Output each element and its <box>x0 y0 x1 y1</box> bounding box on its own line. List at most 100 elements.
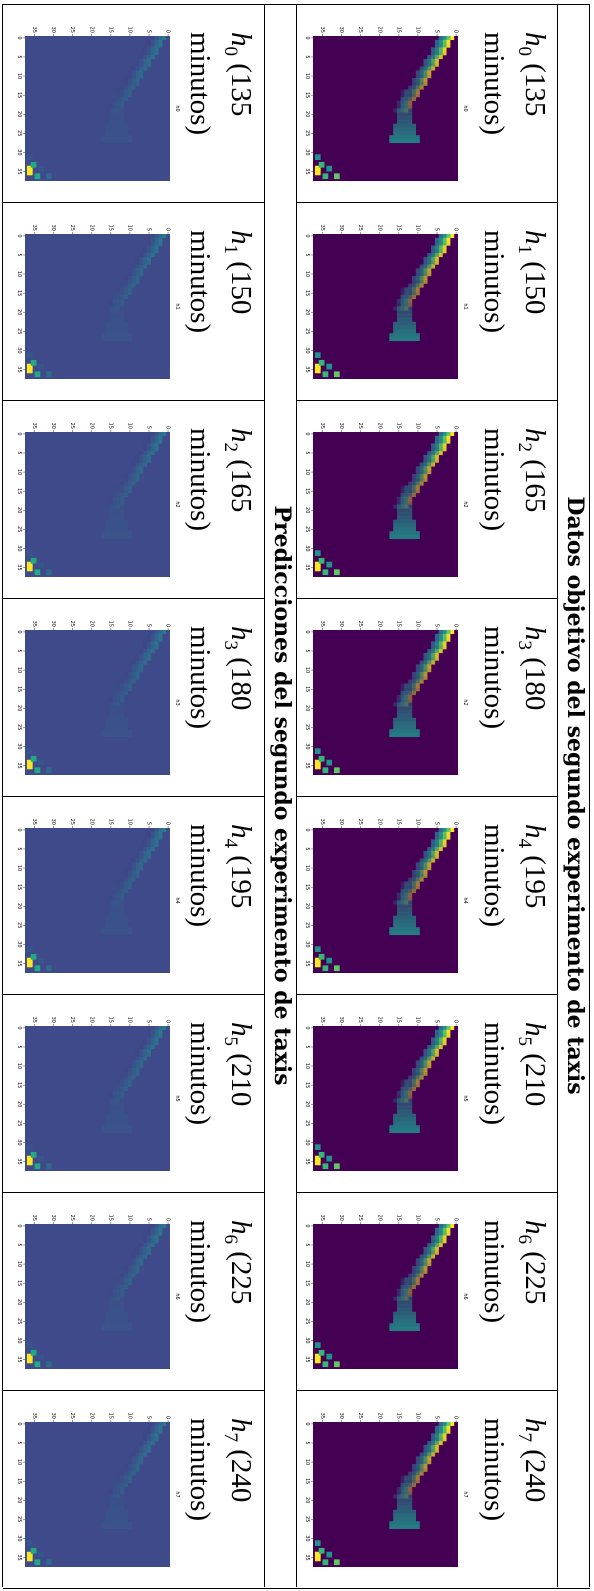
y-tick-label: 10 <box>126 225 132 231</box>
heatmap-cell <box>124 691 128 695</box>
heatmap-cell <box>420 74 424 78</box>
heatmap-cell <box>151 839 155 843</box>
heatmap-cell <box>416 1460 420 1464</box>
heatmap-cell <box>113 101 121 105</box>
heatmap-cell <box>423 1453 427 1457</box>
heatmap-cell <box>147 44 151 48</box>
heatmap-cell <box>132 284 136 288</box>
heatmap-cell <box>423 1072 427 1076</box>
heatmap-cell <box>435 1437 439 1441</box>
heatmap-cell <box>435 1235 439 1239</box>
x-tick-label: 25 <box>304 328 310 334</box>
heatmap-cell <box>135 257 139 261</box>
heatmap-cell <box>139 261 143 265</box>
heatmap-cell <box>393 1319 416 1323</box>
x-tick-label: 5 <box>16 253 22 256</box>
heatmap-cell <box>155 40 159 44</box>
heatmap-cell <box>397 1091 401 1095</box>
heatmap-cell <box>401 93 409 97</box>
heatmap-cell <box>120 1472 124 1476</box>
heatmap-cell <box>393 520 416 524</box>
heatmap-title: h2 <box>462 501 468 507</box>
heatmap-cell <box>443 436 447 440</box>
heatmap-cell <box>420 276 424 280</box>
heatmap-cell <box>135 1060 139 1064</box>
heatmap-cell <box>446 630 450 634</box>
heatmap-cell <box>397 512 412 516</box>
x-tick-label: 35 <box>304 168 310 174</box>
heatmap-cell <box>113 489 121 493</box>
x-tick-label: 15 <box>16 1280 22 1286</box>
heatmap-cell <box>132 1057 136 1061</box>
heatmap-cell <box>158 44 162 48</box>
heatmap-cell <box>158 440 162 444</box>
y-tick-label: 35 <box>319 1413 325 1419</box>
heatmap-cell <box>135 265 139 269</box>
heatmap-cell <box>151 649 155 653</box>
y-tick-label: 0 <box>453 1416 459 1419</box>
heatmap-cell <box>443 1037 447 1041</box>
heatmap-cell <box>397 505 412 509</box>
heatmap-cell <box>155 47 159 51</box>
heatmap-cell <box>147 855 151 859</box>
heatmap-cell <box>124 1285 128 1289</box>
heatmap-cell <box>135 63 139 67</box>
rule <box>297 598 558 599</box>
heatmap-cell <box>135 78 139 82</box>
heatmap-cell <box>420 672 424 676</box>
heatmap-cell <box>427 657 431 661</box>
heatmap-cell <box>439 1232 443 1236</box>
heatmap-cell <box>315 946 321 952</box>
y-tick-label: 0 <box>453 624 459 627</box>
heatmap-cell <box>427 1441 431 1445</box>
heatmap-cell <box>389 1125 420 1129</box>
heatmap-cell <box>431 1437 435 1441</box>
caption: h2 (165 minutos) <box>185 428 256 578</box>
heatmap-cell <box>315 1342 321 1348</box>
heatmap-cell <box>109 714 124 718</box>
heatmap-cell <box>393 1312 416 1316</box>
heatmap-cell <box>420 676 424 680</box>
heatmap-cell <box>124 870 128 874</box>
heatmap-cell <box>439 249 443 253</box>
heatmap-cell <box>393 1297 397 1301</box>
heatmap-cell <box>408 1483 412 1487</box>
heatmap-cell <box>397 314 412 318</box>
heatmap-cell <box>416 466 420 470</box>
heatmap: h20055101015152020252530303535 <box>300 616 472 781</box>
heatmap-cell <box>120 1479 124 1483</box>
heatmap-cell <box>423 63 427 67</box>
heatmap-cell <box>139 851 143 855</box>
y-tick-label: 5 <box>146 426 152 429</box>
heatmap-cell <box>120 287 124 291</box>
heatmap-cell <box>446 1224 450 1228</box>
x-tick-label: 20 <box>304 111 310 117</box>
heatmap-cell <box>105 718 128 722</box>
heatmap: h10055101015152020252530303535 <box>300 220 472 385</box>
heatmap-cell <box>397 703 412 707</box>
heatmap-cell <box>423 478 427 482</box>
heatmap-cell <box>105 329 128 333</box>
x-tick-label: 20 <box>16 1101 22 1107</box>
heatmap-cell <box>427 851 431 855</box>
x-tick-label: 35 <box>16 564 22 570</box>
heatmap-cell <box>416 870 420 874</box>
heatmap-cell <box>420 1266 424 1270</box>
heatmap: h00055101015152020252530303535 <box>12 22 184 187</box>
heatmap-cell <box>401 1293 409 1297</box>
heatmap-cell <box>439 828 443 832</box>
heatmap-cell <box>315 368 321 374</box>
heatmap-cell <box>105 1099 109 1103</box>
heatmap-cell <box>132 672 136 676</box>
heatmap-cell <box>132 463 136 467</box>
heatmap-cell <box>315 1144 321 1150</box>
heatmap-cell <box>423 59 427 63</box>
heatmap-cell <box>416 1270 420 1274</box>
heatmap-cell <box>147 447 151 451</box>
heatmap-cell <box>416 668 420 672</box>
heatmap-cell <box>439 1437 443 1441</box>
x-tick-label: 0 <box>16 36 22 39</box>
heatmap-cell <box>128 676 132 680</box>
caption-subscript: 2 <box>514 443 535 453</box>
y-tick-label: 35 <box>31 225 37 231</box>
